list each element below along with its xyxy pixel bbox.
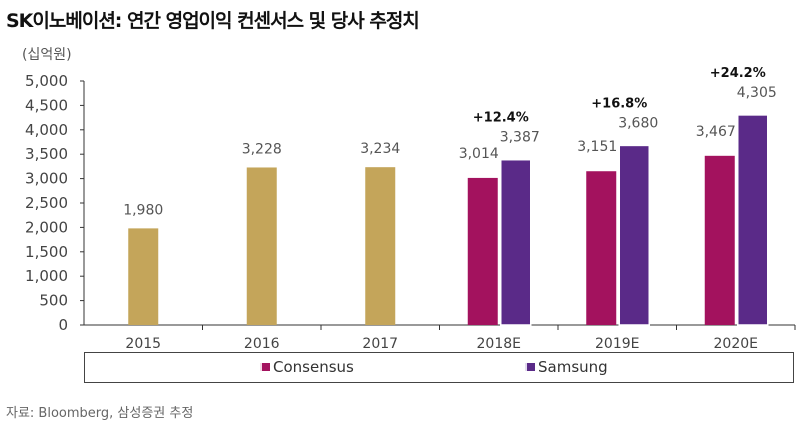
legend-consensus: Consensus	[260, 358, 354, 376]
y-tick-label: 5,000	[25, 72, 68, 90]
y-tick-label: 2,000	[25, 218, 68, 236]
bar-actual	[365, 167, 396, 325]
samsung-swatch	[525, 363, 535, 371]
y-tick-label: 4,500	[25, 96, 68, 114]
y-tick-label: 4,000	[25, 121, 68, 139]
legend-label: Consensus	[273, 358, 354, 376]
data-label: 3,228	[242, 141, 282, 157]
y-tick-label: 1,000	[25, 267, 68, 285]
y-tick-label: 0	[58, 316, 68, 334]
growth-annotation: +16.8%	[591, 96, 647, 111]
bar-samsung	[500, 158, 532, 326]
data-label: 4,305	[737, 85, 777, 101]
data-label: 3,234	[360, 141, 400, 157]
y-tick-label: 3,500	[25, 145, 68, 163]
growth-annotation: +12.4%	[473, 111, 529, 126]
consensus-swatch	[260, 363, 270, 371]
data-label: 3,014	[459, 146, 499, 162]
bar-samsung	[618, 144, 650, 326]
source-note: 자료: Bloomberg, 삼성증권 추정	[6, 406, 194, 421]
legend-samsung: Samsung	[525, 358, 608, 376]
x-tick-label: 2020E	[714, 336, 758, 352]
y-tick-label: 500	[39, 292, 68, 310]
data-label: 3,151	[577, 139, 617, 155]
bar-consensus	[586, 171, 617, 325]
legend: Consensus Samsung	[84, 352, 794, 383]
bar-actual	[128, 228, 159, 325]
y-tick-label: 2,500	[25, 194, 68, 212]
unit-label: (십억원)	[22, 47, 72, 63]
legend-label: Samsung	[538, 358, 608, 376]
bar-consensus	[704, 155, 735, 325]
growth-annotation: +24.2%	[710, 66, 766, 81]
x-tick-label: 2017	[362, 336, 398, 352]
bar-samsung	[737, 114, 769, 326]
y-tick-label: 1,500	[25, 243, 68, 261]
data-label: 3,680	[618, 115, 658, 131]
bar-actual	[246, 167, 277, 325]
chart-title: SK이노베이션: 연간 영업이익 컨센서스 및 당사 추정치	[6, 10, 420, 32]
data-label: 3,467	[696, 124, 736, 140]
bar-consensus	[467, 177, 498, 325]
x-tick-label: 2019E	[595, 336, 639, 352]
y-tick-label: 3,000	[25, 170, 68, 188]
data-label: 1,980	[123, 202, 163, 218]
x-tick-label: 2015	[125, 336, 161, 352]
x-tick-label: 2018E	[477, 336, 521, 352]
data-label: 3,387	[500, 130, 540, 146]
x-tick-label: 2016	[244, 336, 280, 352]
